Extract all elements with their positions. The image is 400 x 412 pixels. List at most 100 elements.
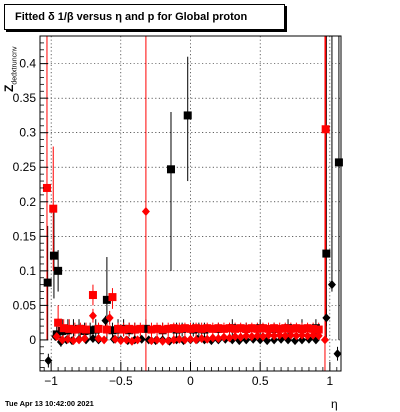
axes: −1 −0.5 0 0.5 1 0 0.05 0.1 0.15 0.2 0.25 0.3 0.35 0.4: [13, 42, 338, 388]
data-point-diamond: [231, 331, 240, 341]
data-point-square: [186, 324, 195, 333]
data-point-diamond: [247, 331, 256, 341]
data-point-diamond: [94, 334, 103, 344]
data-point-square: [322, 249, 331, 258]
data-point-square: [203, 324, 212, 333]
y-axis-label: Zdedxtruncnv: [2, 47, 18, 92]
data-point-square: [108, 326, 117, 335]
data-point-diamond: [186, 334, 195, 344]
data-point-square: [114, 324, 123, 333]
data-point-square: [281, 324, 290, 333]
data-point-square: [219, 324, 228, 333]
data-point-diamond: [236, 332, 245, 342]
data-point-diamond: [297, 330, 306, 340]
x-tick-label: 0.5: [252, 374, 269, 388]
error-bars: [46, 36, 340, 371]
data-point-square: [158, 325, 167, 334]
data-point-square: [236, 324, 245, 333]
data-point-diamond: [192, 335, 201, 345]
y-tick-label: 0.3: [19, 126, 36, 140]
data-point-diamond: [69, 336, 78, 346]
x-tick-label: −0.5: [109, 374, 133, 388]
data-point-square: [54, 318, 63, 327]
data-point-diamond: [197, 334, 206, 344]
y-tick-label: 0.4: [19, 57, 36, 71]
y-tick-label: 0.35: [13, 91, 37, 105]
data-point-square: [169, 324, 178, 333]
data-point-diamond: [225, 333, 234, 343]
data-point-square: [180, 324, 189, 333]
data-point-diamond: [111, 334, 120, 344]
data-point-square: [214, 324, 223, 333]
data-point-square: [208, 324, 217, 333]
data-point-diamond: [116, 336, 125, 346]
data-point-diamond: [127, 336, 136, 346]
data-point-diamond: [141, 206, 150, 216]
data-point-diamond: [314, 331, 323, 341]
data-point-diamond: [309, 330, 318, 340]
y-axis-label-main: Z: [2, 84, 16, 92]
data-point-square: [49, 251, 58, 260]
data-point-diamond: [52, 331, 61, 341]
data-point-diamond: [169, 335, 178, 345]
data-point-square: [253, 324, 262, 333]
data-point-diamond: [88, 334, 97, 344]
data-point-diamond: [275, 330, 284, 340]
data-point-diamond: [264, 330, 273, 340]
data-point-diamond: [63, 334, 72, 344]
data-point-diamond: [122, 335, 131, 345]
data-point-diamond: [253, 331, 262, 341]
data-point-diamond: [175, 334, 184, 344]
data-point-square: [153, 324, 162, 333]
data-point-square: [130, 325, 139, 334]
data-point-square: [225, 324, 234, 333]
data-point-square: [242, 324, 251, 333]
x-axis-label: η: [331, 397, 338, 411]
data-point-diamond: [242, 331, 251, 341]
data-point-square: [141, 324, 150, 333]
y-tick-label: 0.05: [13, 298, 37, 312]
data-point-square: [125, 324, 134, 333]
data-point-square: [119, 325, 128, 334]
data-markers: [42, 111, 343, 366]
y-tick-label: 0.25: [13, 160, 37, 174]
data-point-square: [76, 324, 85, 333]
data-point-diamond: [44, 356, 53, 366]
data-point-diamond: [153, 335, 162, 345]
data-point-square: [231, 324, 240, 333]
data-point-diamond: [258, 331, 267, 341]
data-point-square: [264, 324, 273, 333]
data-point-diamond: [203, 334, 212, 344]
chart-title: Fitted δ 1/β versus η and p for Global p…: [4, 4, 285, 30]
data-point-diamond: [88, 311, 97, 321]
data-point-diamond: [322, 313, 331, 323]
data-point-square: [49, 204, 58, 213]
data-point-diamond: [281, 331, 290, 341]
y-tick-label: 0.15: [13, 229, 37, 243]
data-point-square: [321, 125, 330, 134]
data-point-diamond: [219, 332, 228, 342]
data-point-diamond: [133, 335, 142, 345]
data-point-square: [192, 324, 201, 333]
data-point-square: [54, 266, 63, 275]
data-point-diamond: [297, 335, 306, 345]
data-point-diamond: [286, 330, 295, 340]
y-tick-label: 0.2: [19, 195, 36, 209]
data-point-square: [309, 324, 318, 333]
data-point-square: [270, 324, 279, 333]
data-point-square: [59, 324, 68, 333]
data-point-square: [183, 111, 192, 120]
data-point-diamond: [303, 331, 312, 341]
data-point-square: [43, 278, 52, 287]
data-point-square: [286, 324, 295, 333]
y-tick-label: 0.1: [19, 264, 36, 278]
data-point-diamond: [80, 334, 89, 344]
data-point-diamond: [147, 336, 156, 346]
y-axis-label-subscript: dedxtruncnv: [11, 46, 19, 85]
data-point-diamond: [214, 334, 223, 344]
data-point-square: [334, 158, 343, 167]
data-point-square: [197, 324, 206, 333]
data-point-diamond: [75, 335, 84, 345]
data-point-square: [86, 326, 95, 335]
